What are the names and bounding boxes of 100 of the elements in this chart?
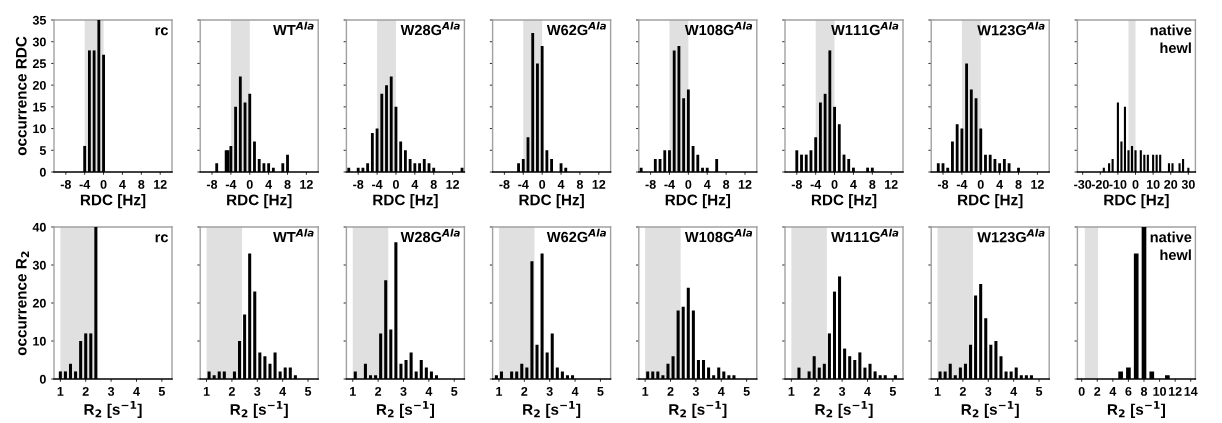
y-tick-label: 20: [32, 80, 46, 90]
chart-title: W28G$^{Ala}$: [400, 21, 460, 36]
chart-title: W62G$^{Ala}$: [546, 21, 606, 36]
y-tick-label: 30: [32, 37, 46, 47]
x-tick-label: 12: [154, 179, 167, 189]
x-tick-label: 3: [254, 386, 261, 396]
x-tick-label: 12: [1031, 179, 1044, 189]
x-tick-label: -4: [372, 180, 383, 189]
x-tick-label: 0: [831, 179, 838, 189]
x-axis-title: R$_{2}$ [s$^{−1}$]: [230, 401, 288, 418]
x-tick-label: -8: [645, 179, 656, 189]
chart-title: rc: [155, 27, 169, 36]
x-tick-label: 1: [642, 387, 649, 396]
x-axis-title: R$_{2}$ [s$^{−1}$]: [669, 401, 727, 418]
x-axis-title: RDC [Hz]: [227, 194, 292, 209]
x-tick-label: 3: [985, 386, 992, 396]
x-tick-label: 1: [934, 387, 941, 396]
x-tick-label: 4: [850, 180, 857, 189]
x-tick-label: 4: [411, 180, 419, 189]
x-tick-label: 3: [546, 386, 553, 396]
x-tick-label: -8: [60, 179, 71, 189]
x-tick-label: 20: [1164, 179, 1178, 189]
x-tick-label: 4: [557, 180, 565, 189]
x-tick-label: -8: [353, 179, 364, 189]
x-tick-label: 8: [1140, 386, 1148, 396]
x-tick-label: -4: [956, 180, 968, 189]
x-tick-label: 4: [265, 180, 273, 189]
x-tick-label: 8: [869, 179, 876, 189]
x-tick-label: 4: [425, 387, 433, 396]
x-tick-label: 2: [813, 386, 820, 396]
x-tick-label: 3: [692, 386, 699, 396]
x-tick-label: 4: [279, 387, 287, 396]
x-axis-title: R$_{2}$ [s$^{−1}$]: [523, 401, 581, 418]
y-axis-title: occurrence R$_{2}$: [15, 251, 29, 356]
x-tick-label: 12: [1168, 386, 1182, 396]
x-tick-label: 8: [284, 179, 291, 189]
x-tick-label: -8: [791, 179, 802, 189]
x-tick-label: 0: [539, 179, 546, 189]
x-tick-label: 12: [300, 179, 313, 189]
y-tick-label: 40: [32, 222, 46, 232]
y-tick-label: 10: [33, 336, 46, 346]
x-axis-title: R$_{2}$ [s$^{−1}$]: [961, 401, 1019, 418]
x-tick-label: 2: [82, 386, 89, 396]
x-tick-label: 12: [592, 179, 606, 189]
x-tick-label: 8: [138, 179, 145, 189]
x-tick-label: 0: [1078, 386, 1085, 396]
x-tick-label: -10: [1109, 179, 1127, 189]
chart-title: W28G$^{Ala}$: [400, 228, 460, 243]
x-tick-label: 8: [430, 179, 437, 189]
x-axis-title: RDC [Hz]: [519, 194, 584, 209]
x-tick-label: -8: [937, 179, 949, 189]
x-tick-label: 0: [246, 179, 253, 189]
y-tick-label: 0: [39, 167, 46, 177]
x-tick-label: 4: [119, 180, 126, 189]
x-tick-label: 6: [1125, 386, 1132, 396]
x-axis-title: RDC [Hz]: [373, 194, 438, 209]
x-tick-label: 1: [788, 387, 795, 396]
x-tick-label: 4: [571, 387, 579, 396]
y-tick-label: 30: [32, 260, 46, 270]
x-tick-label: -4: [518, 180, 529, 189]
chart-title: W62G$^{Ala}$: [546, 228, 606, 243]
x-tick-label: -4: [79, 180, 91, 189]
x-tick-label: 30: [1181, 179, 1195, 189]
chart-title: W111G$^{Ala}$: [831, 228, 899, 243]
y-tick-label: 5: [39, 146, 47, 155]
x-tick-label: 0: [685, 179, 692, 189]
x-tick-label: 4: [703, 180, 711, 189]
x-tick-label: -8: [499, 179, 510, 189]
x-tick-label: -4: [225, 180, 237, 189]
x-tick-label: 12: [885, 179, 898, 189]
x-axis-title: RDC [Hz]: [811, 194, 877, 209]
x-tick-label: 1: [350, 387, 356, 396]
x-tick-label: 10: [1146, 179, 1160, 189]
y-tick-label: 15: [33, 102, 47, 112]
x-axis-title: R$_{2}$ [s$^{−1}$]: [376, 401, 434, 418]
x-tick-label: 2: [228, 386, 235, 396]
x-tick-label: 12: [446, 179, 460, 189]
x-tick-label: 5: [889, 387, 896, 396]
x-tick-label: 8: [723, 179, 730, 189]
x-tick-label: 2: [375, 386, 382, 396]
x-tick-label: 2: [959, 386, 966, 396]
x-tick-label: 0: [977, 179, 984, 189]
y-tick-label: 0: [39, 374, 46, 384]
x-tick-label: -4: [810, 180, 822, 189]
x-tick-label: 3: [838, 386, 846, 396]
x-tick-label: 4: [864, 387, 871, 396]
x-axis-title: RDC [Hz]: [1104, 194, 1169, 209]
x-axis-title: RDC [Hz]: [665, 194, 731, 209]
x-axis-title: R$_{2}$ [s$^{−1}$]: [1107, 401, 1165, 418]
chart-title: W123G$^{Ala}$: [977, 228, 1045, 243]
x-tick-label: 4: [717, 387, 725, 396]
x-axis-title: R$_{2}$ [s$^{−1}$]: [84, 401, 142, 418]
chart-title: WT$^{Ala}$: [273, 228, 314, 243]
x-tick-label: -4: [664, 180, 675, 189]
x-tick-label: 5: [597, 387, 604, 396]
x-tick-label: 2: [521, 386, 528, 396]
x-tick-label: -8: [206, 179, 218, 189]
x-tick-label: 0: [1132, 179, 1139, 189]
x-tick-label: 8: [1015, 179, 1022, 189]
x-tick-label: 4: [996, 180, 1004, 189]
